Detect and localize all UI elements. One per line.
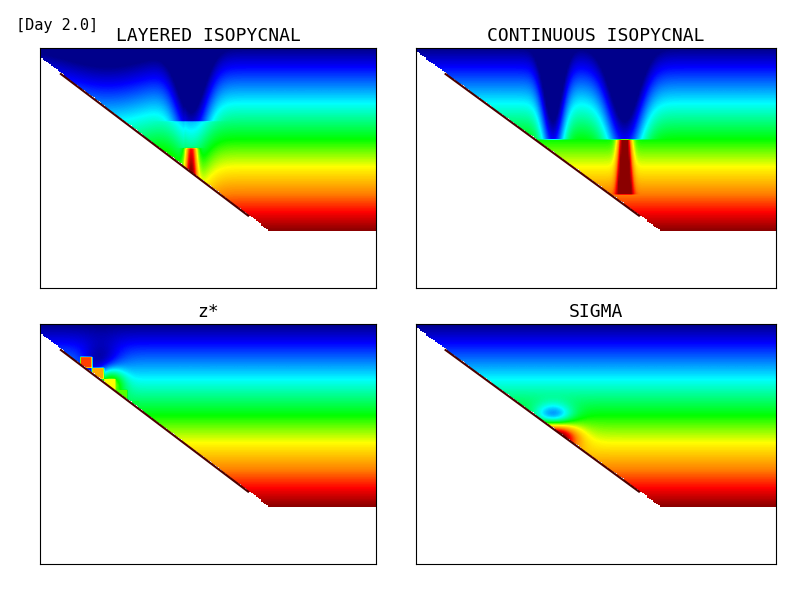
Text: [Day 2.0]: [Day 2.0]	[16, 18, 98, 33]
Text: CONTINUOUS ISOPYCNAL: CONTINUOUS ISOPYCNAL	[487, 27, 705, 45]
Polygon shape	[416, 350, 639, 553]
Text: SIGMA: SIGMA	[569, 303, 623, 321]
Polygon shape	[416, 74, 639, 277]
Text: z*: z*	[197, 303, 219, 321]
Polygon shape	[40, 74, 248, 277]
Text: LAYERED ISOPYCNAL: LAYERED ISOPYCNAL	[115, 27, 301, 45]
Polygon shape	[40, 350, 248, 553]
